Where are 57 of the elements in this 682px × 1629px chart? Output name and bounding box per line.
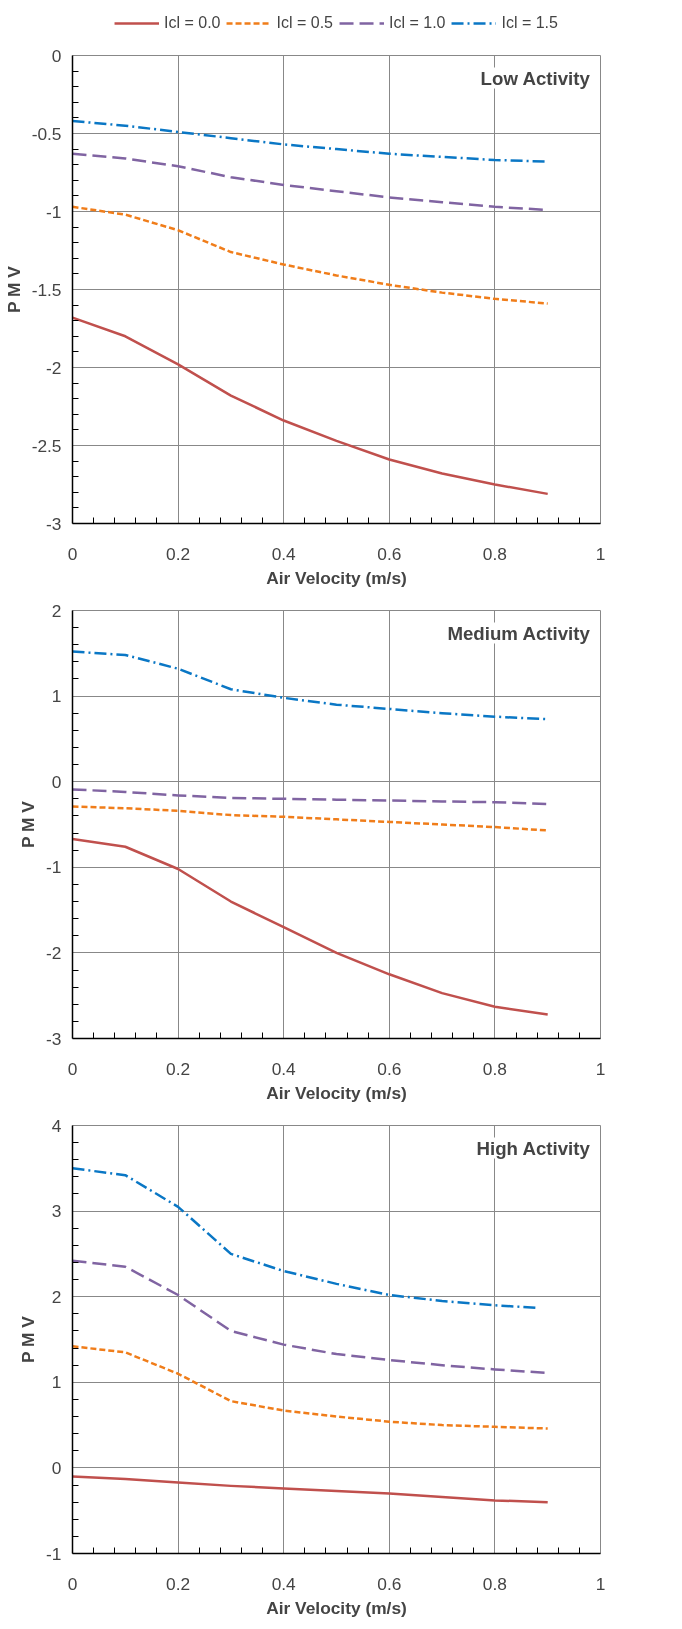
y-tick-label: 1 (51, 686, 62, 707)
x-tick-label: 0 (67, 1573, 78, 1594)
line-series (72, 1475, 549, 1504)
legend-label: Icl = 0.0 (164, 13, 221, 32)
x-tick-label: 0 (67, 1058, 78, 1079)
text: Medium Activity (447, 622, 591, 644)
x-tick-label: 0.4 (271, 1058, 297, 1079)
text: High Activity (476, 1137, 591, 1159)
x-tick-label: 0.2 (166, 543, 191, 564)
y-tick-label: -1 (46, 857, 62, 878)
x-axis-title: Air Velocity (m/s) (266, 1082, 407, 1103)
x-tick-label: 0.2 (166, 1573, 191, 1594)
x-tick-label: 0.8 (482, 1058, 507, 1079)
text: Low Activity (480, 67, 591, 89)
y-tick-label: -1 (46, 201, 62, 222)
y-tick-label: -2 (46, 942, 62, 963)
y-tick-label: -0.5 (31, 123, 62, 144)
x-tick-label: 1 (595, 543, 606, 564)
legend-label: Icl = 1.0 (389, 13, 446, 32)
legend-label: Icl = 1.5 (501, 13, 558, 32)
y-tick-label: 4 (51, 1115, 62, 1136)
x-tick-label: 0.6 (377, 1573, 402, 1594)
y-tick-label: -2 (46, 357, 62, 378)
y-tick-label: 2 (51, 1286, 62, 1307)
y-tick-label: -1 (46, 1543, 62, 1564)
y-axis-title: P M V (3, 265, 24, 314)
y-axis-title: P M V (18, 1315, 39, 1364)
x-axis-title: Air Velocity (m/s) (266, 1597, 407, 1618)
line-series (72, 788, 549, 806)
legend-label: Icl = 0.5 (276, 13, 333, 32)
line-series (72, 805, 549, 832)
x-tick-label: 1 (595, 1573, 606, 1594)
line-series (72, 316, 549, 496)
y-tick-label: 3 (51, 1201, 62, 1222)
y-tick-label: 1 (51, 1372, 62, 1393)
x-tick-label: 0.8 (482, 1573, 507, 1594)
x-tick-label: 0.6 (377, 1058, 402, 1079)
line-series (72, 205, 549, 305)
x-axis-title: Air Velocity (m/s) (266, 567, 407, 588)
y-axis-title: P M V (18, 800, 39, 849)
x-tick-label: 0.2 (166, 1058, 191, 1079)
x-tick-label: 1 (595, 1058, 606, 1079)
y-tick-label: 2 (51, 600, 62, 621)
y-tick-label: 0 (51, 1457, 62, 1478)
x-tick-label: 0 (67, 543, 78, 564)
y-tick-label: -3 (46, 1028, 62, 1049)
y-tick-label: -1.5 (31, 279, 62, 300)
y-tick-label: -3 (46, 513, 62, 534)
y-tick-label: 0 (51, 45, 62, 66)
y-tick-label: -2.5 (31, 435, 62, 456)
x-tick-label: 0.8 (482, 543, 507, 564)
line-series (72, 837, 549, 1016)
x-tick-label: 0.4 (271, 1573, 297, 1594)
x-tick-label: 0.6 (377, 543, 402, 564)
y-tick-label: 0 (51, 771, 62, 792)
line-series (72, 1345, 549, 1430)
x-tick-label: 0.4 (271, 543, 297, 564)
